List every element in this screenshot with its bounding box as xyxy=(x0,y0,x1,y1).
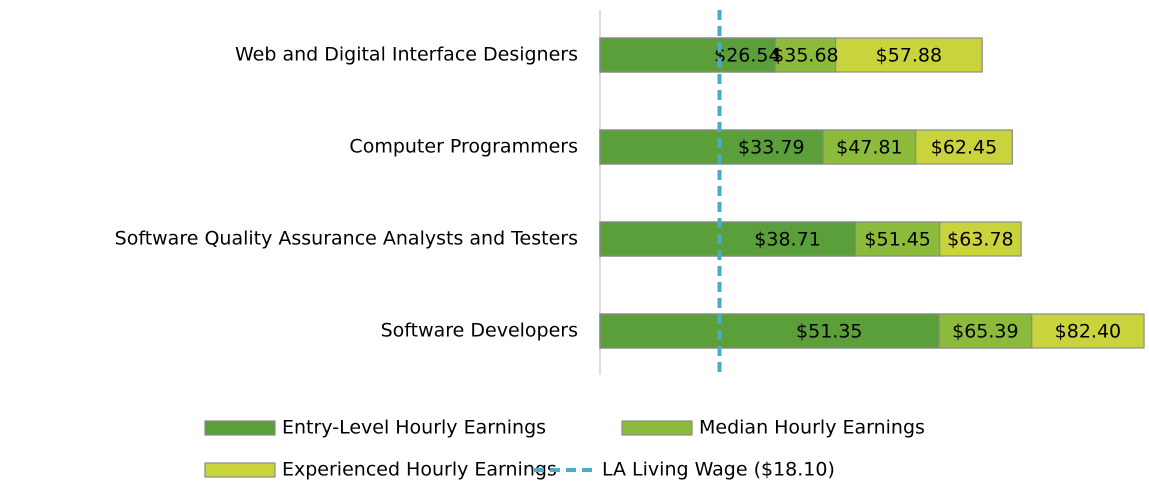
data-label: $82.40 xyxy=(1055,321,1121,343)
data-label: $35.68 xyxy=(772,45,838,67)
bar xyxy=(599,221,857,257)
data-label: $63.78 xyxy=(947,229,1013,251)
category-label: Software Developers xyxy=(381,320,578,342)
legend-swatch xyxy=(621,420,693,436)
legend-swatch xyxy=(204,462,276,478)
category-label: Software Quality Assurance Analysts and … xyxy=(115,228,578,250)
data-label: $51.35 xyxy=(796,321,862,343)
legend-label: Median Hourly Earnings xyxy=(699,417,925,439)
legend-label: LA Living Wage ($18.10) xyxy=(602,459,835,481)
data-label: $33.79 xyxy=(738,137,804,159)
data-label: $26.54 xyxy=(714,45,780,67)
data-label: $47.81 xyxy=(836,137,902,159)
category-label: Web and Digital Interface Designers xyxy=(235,44,578,66)
legend-label: Entry-Level Hourly Earnings xyxy=(282,417,546,439)
category-label: Computer Programmers xyxy=(349,136,578,158)
bar xyxy=(599,37,776,73)
data-label: $65.39 xyxy=(952,321,1018,343)
data-label: $62.45 xyxy=(931,137,997,159)
bar xyxy=(599,313,940,349)
data-label: $51.45 xyxy=(864,229,930,251)
legend-label: Experienced Hourly Earnings xyxy=(282,459,557,481)
bar xyxy=(599,129,824,165)
data-label: $38.71 xyxy=(754,229,820,251)
legend-swatch xyxy=(204,420,276,436)
data-label: $57.88 xyxy=(876,45,942,67)
